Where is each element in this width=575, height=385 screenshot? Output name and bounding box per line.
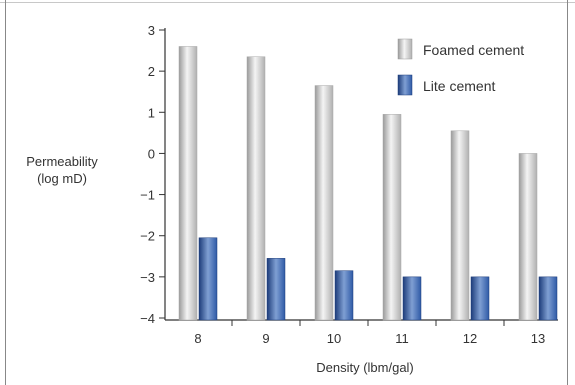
bar-lite-cement <box>334 270 354 321</box>
bar-foamed-cement <box>178 46 198 321</box>
y-tick-group: 3 2 1 0 −1 −2 −3 −4 <box>140 23 165 326</box>
x-tick-label: 12 <box>463 331 477 346</box>
y-axis-label-line-1: Permeability <box>26 154 98 169</box>
legend-swatch-lite <box>397 74 413 96</box>
bar-foamed-cement <box>518 153 538 321</box>
bar-lite-cement <box>266 258 286 321</box>
bar-foamed-cement <box>382 114 402 321</box>
legend-label-lite: Lite cement <box>423 78 495 94</box>
y-tick-label: −2 <box>140 229 155 244</box>
frame-right-border <box>567 0 568 385</box>
y-tick-label: 2 <box>148 64 155 79</box>
bar-group <box>178 46 558 321</box>
legend: Foamed cement Lite cement <box>397 38 524 96</box>
frame-left-border <box>5 0 6 385</box>
y-tick-label: −4 <box>140 311 155 326</box>
x-tick-label: 10 <box>327 331 341 346</box>
x-tick-label: 13 <box>531 331 545 346</box>
y-tick-label: 1 <box>148 105 155 120</box>
x-tick-label: 9 <box>262 331 269 346</box>
bar-lite-cement <box>402 276 422 321</box>
x-tick-label: 8 <box>194 331 201 346</box>
y-tick-label: −3 <box>140 270 155 285</box>
frame-top-border <box>0 2 575 3</box>
bar-foamed-cement <box>246 56 266 321</box>
legend-label-foamed: Foamed cement <box>423 42 524 58</box>
y-tick-label: −1 <box>140 188 155 203</box>
bar-lite-cement <box>470 276 490 321</box>
x-tick-group: 8 9 10 11 12 13 <box>194 320 545 346</box>
bar-foamed-cement <box>314 85 334 321</box>
bar-foamed-cement <box>450 130 470 321</box>
bar-lite-cement <box>198 237 218 321</box>
y-tick-label: 3 <box>148 23 155 38</box>
x-tick-label: 11 <box>395 331 409 346</box>
y-axis-label-line-2: (log mD) <box>37 171 87 186</box>
x-axis-label: Density (lbm/gal) <box>316 360 414 375</box>
legend-swatch-foamed <box>397 38 413 60</box>
y-tick-label: 0 <box>148 146 155 161</box>
bar-lite-cement <box>538 276 558 321</box>
